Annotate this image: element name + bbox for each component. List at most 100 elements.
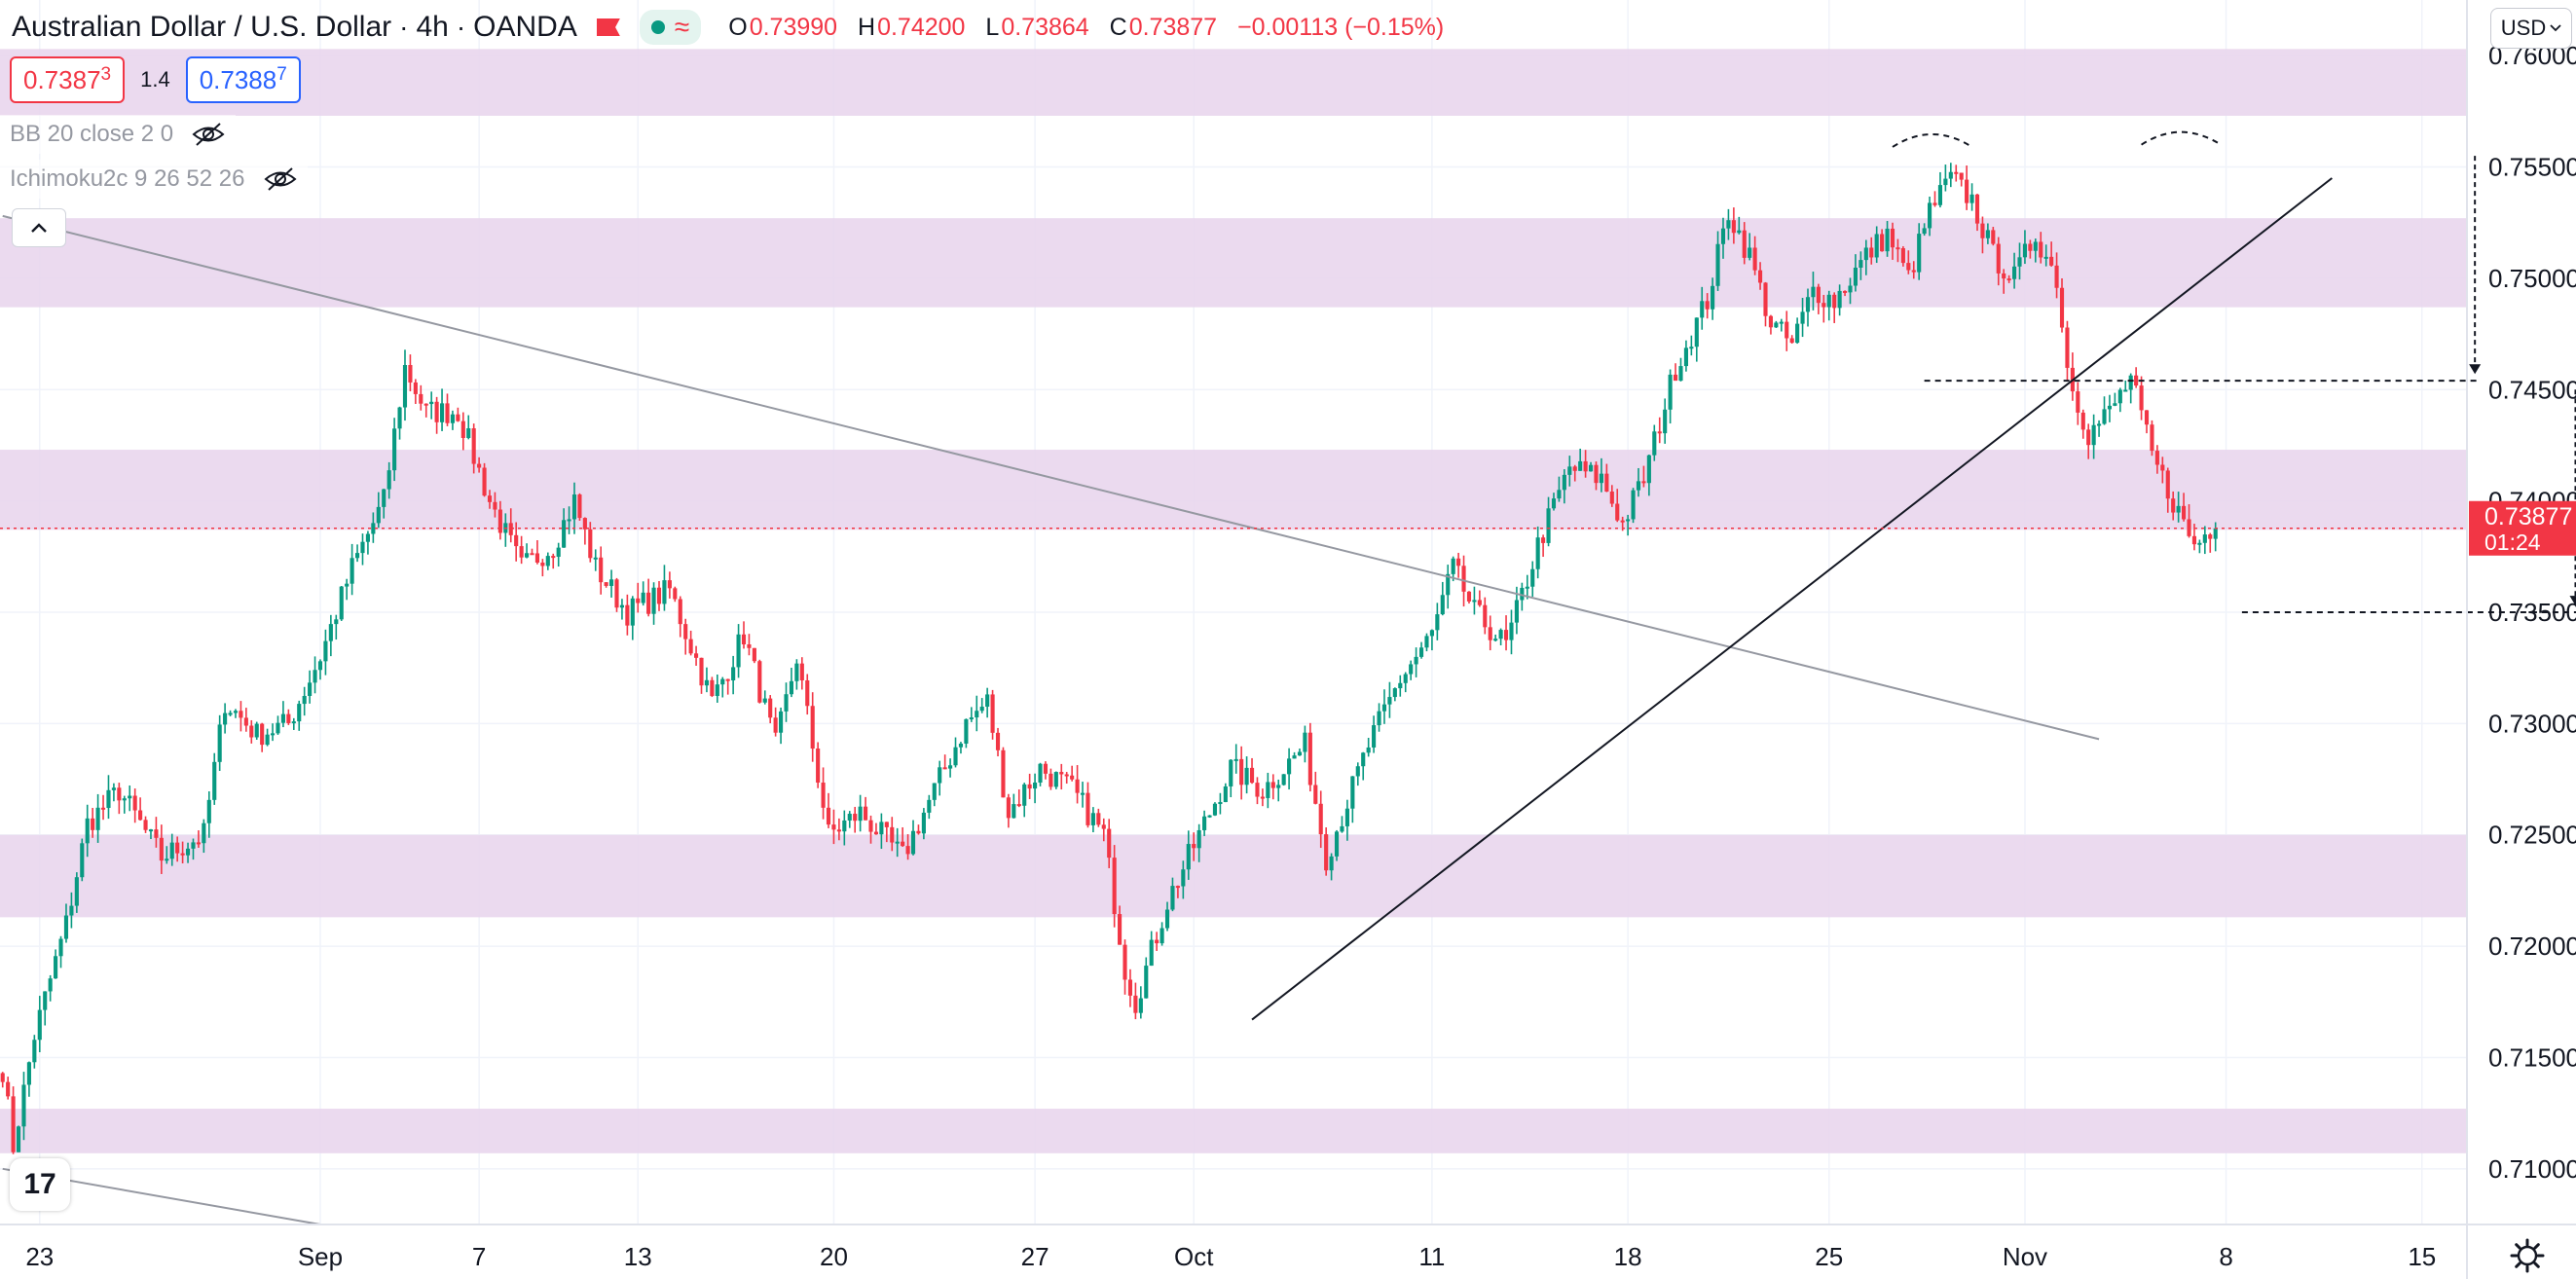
candle-body <box>1980 223 1985 238</box>
candle-body <box>948 765 953 769</box>
candle-body <box>2022 243 2028 258</box>
price-tick-label: 0.71000 <box>2488 1154 2576 1184</box>
candle-body <box>249 725 254 738</box>
candle-body <box>37 1009 42 1041</box>
candle-body <box>493 501 497 510</box>
open-value: 0.73990 <box>749 13 838 41</box>
candle-body <box>1281 774 1286 786</box>
candle-body <box>165 859 169 861</box>
candle-body <box>154 829 159 838</box>
trade-prices: 0.7387 3 1.4 0.7388 7 <box>10 56 301 103</box>
price-zone <box>0 1109 2467 1153</box>
interval-label[interactable]: 4h <box>416 11 449 43</box>
price-zone <box>0 834 2467 918</box>
candle-body <box>471 428 476 464</box>
currency-selector[interactable]: USD <box>2490 8 2572 49</box>
chevron-down-icon <box>2550 24 2561 32</box>
symbol-title[interactable]: Australian Dollar / U.S. Dollar <box>12 11 392 43</box>
candle-body <box>868 820 873 832</box>
candle-body <box>2160 464 2165 471</box>
tradingview-logo-icon[interactable]: 17 <box>10 1158 70 1211</box>
candle-body <box>747 644 752 648</box>
sell-button[interactable]: 0.7387 3 <box>10 56 126 103</box>
candle-body <box>938 767 942 784</box>
candle-body <box>1795 323 1800 344</box>
candle-body <box>191 842 196 849</box>
candle-body <box>280 713 285 723</box>
candle-body <box>582 518 587 530</box>
candle-body <box>853 814 858 822</box>
price-tick-label: 0.72000 <box>2488 932 2576 961</box>
candle-body <box>1149 939 1154 967</box>
candle-body <box>317 661 323 671</box>
candle-body <box>1255 783 1260 797</box>
candle-body <box>2086 429 2091 446</box>
candle-body <box>1075 779 1080 793</box>
candle-body <box>328 624 333 641</box>
candle-body <box>2144 410 2150 425</box>
candle-body <box>1837 290 1842 309</box>
candle-body <box>836 829 841 832</box>
candle-body <box>731 667 736 681</box>
candle-body <box>1583 460 1588 472</box>
candle-body <box>1663 409 1668 434</box>
spread-value: 1.4 <box>140 67 170 91</box>
candle-body <box>1985 230 1990 238</box>
candle-body <box>534 553 539 563</box>
candle-body <box>1207 815 1212 818</box>
candle-body <box>821 783 826 808</box>
eye-off-icon[interactable] <box>191 122 226 147</box>
candle-body <box>995 732 1001 750</box>
candle-body <box>1785 321 1789 339</box>
candle-body <box>1874 234 1879 258</box>
candle-body <box>345 583 350 587</box>
eye-off-icon[interactable] <box>263 166 298 192</box>
gear-icon[interactable] <box>2510 1238 2545 1273</box>
candle-body <box>1816 286 1821 304</box>
candle-body <box>1440 595 1445 615</box>
candle-body <box>879 822 884 835</box>
candle-body <box>386 470 391 490</box>
candle-body <box>1461 566 1466 592</box>
candle-body <box>1700 301 1705 318</box>
price-zone <box>0 49 2467 116</box>
candle-body <box>450 414 455 423</box>
candle-body <box>1292 755 1297 759</box>
candle-body <box>1774 322 1779 328</box>
candle-body <box>1731 220 1736 234</box>
candle-body <box>562 520 567 548</box>
indicator-legend-bb[interactable]: BB 20 close 2 0 <box>0 115 237 154</box>
candle-body <box>757 661 762 703</box>
candle-body <box>667 580 672 589</box>
candle-body <box>826 807 831 825</box>
candle-body <box>540 562 545 566</box>
candle-body <box>1192 844 1196 849</box>
candle-body <box>1155 939 1159 944</box>
candle-body <box>1842 290 1848 293</box>
candle-body <box>1270 782 1275 788</box>
market-status-pill[interactable]: ≈ <box>639 10 702 45</box>
candle-body <box>2191 535 2197 545</box>
candle-body <box>2123 389 2128 392</box>
time-axis[interactable]: 23 Sep 7 13 20 27 Oct 11 18 25 Nov 8 15 <box>25 1242 2436 1271</box>
collapse-legend-button[interactable] <box>12 208 66 247</box>
flag-icon[interactable] <box>596 18 620 36</box>
indicator-legend-ichimoku[interactable]: Ichimoku2c 9 26 52 26 <box>0 160 308 199</box>
candle-body <box>1477 600 1482 605</box>
candle-body <box>694 653 699 658</box>
candle-body <box>1689 347 1694 349</box>
candle-body <box>497 509 502 533</box>
candle-body <box>365 533 370 542</box>
candle-body <box>1800 311 1805 324</box>
candle-body <box>1429 630 1434 637</box>
candle-body <box>1885 228 1890 252</box>
candle-body <box>1694 317 1699 347</box>
candle-body <box>1848 285 1853 293</box>
candle-body <box>651 587 656 614</box>
candle-body <box>228 713 233 715</box>
candle-body <box>1551 498 1557 509</box>
candle-body <box>1811 286 1816 298</box>
buy-button[interactable]: 0.7388 7 <box>185 56 301 103</box>
